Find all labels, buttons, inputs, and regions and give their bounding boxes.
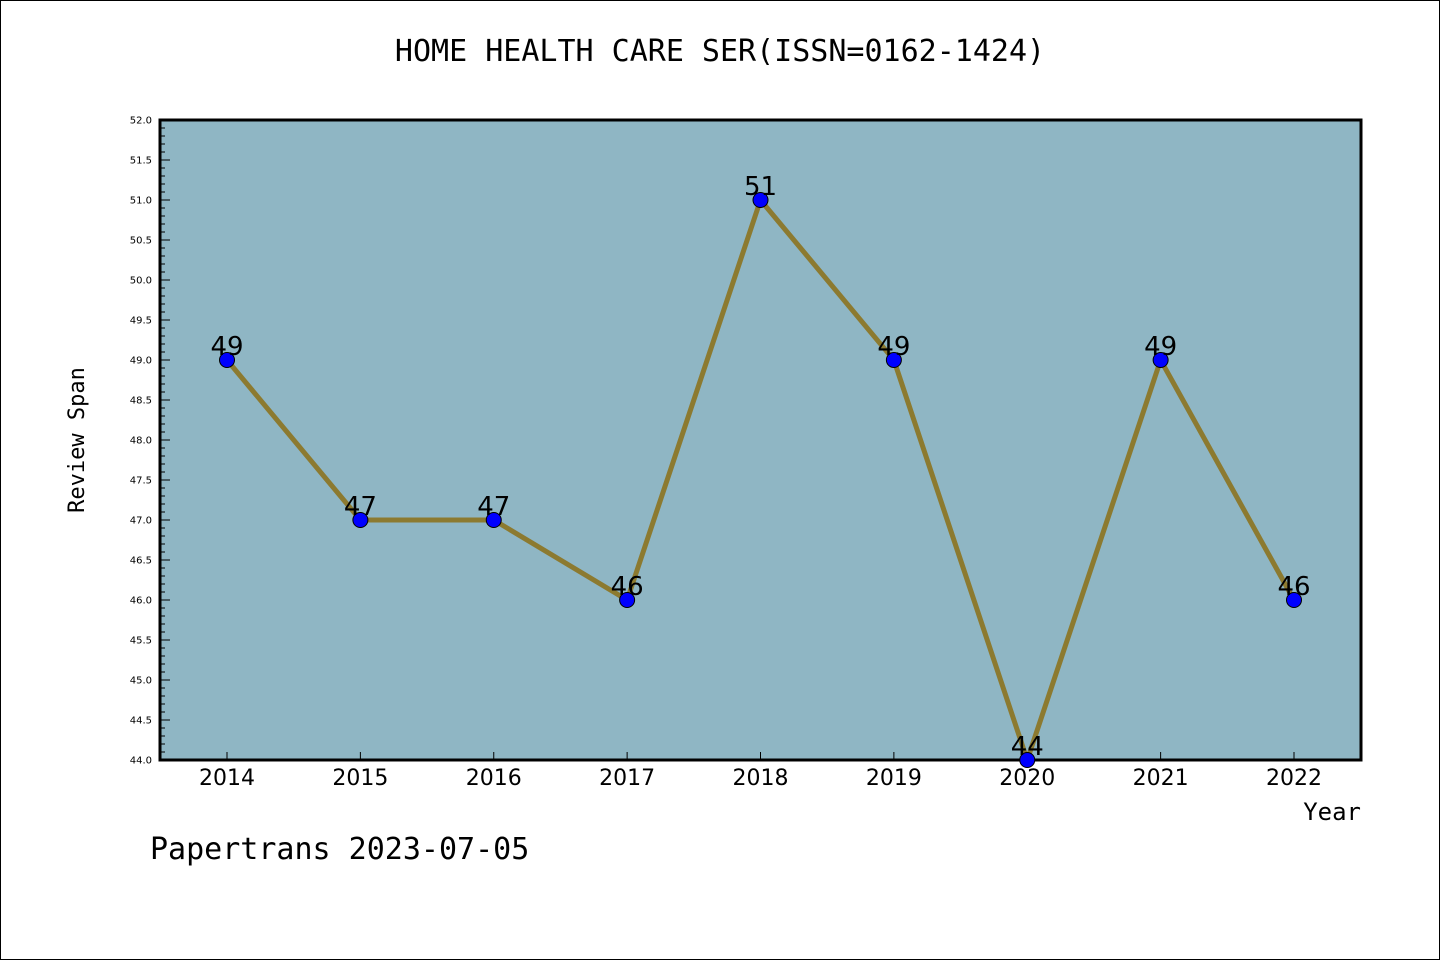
y-tick-label: 47.0 — [130, 516, 152, 527]
data-point — [1019, 752, 1036, 768]
data-label: 46 — [611, 572, 644, 602]
y-tick-label: 48.5 — [130, 396, 152, 407]
x-axis-label: Year — [1303, 798, 1361, 826]
y-tick-label: 47.5 — [130, 476, 152, 487]
y-tick-label: 45.5 — [130, 636, 152, 647]
data-label: 49 — [877, 332, 910, 362]
data-point — [1152, 352, 1169, 368]
data-label: 44 — [1011, 732, 1044, 762]
data-point — [219, 352, 235, 368]
footer-credit: Papertrans 2023-07-05 — [150, 832, 530, 867]
data-point — [752, 192, 769, 208]
x-tick-label: 2017 — [599, 766, 655, 791]
plot-area — [158, 118, 1363, 762]
data-markers — [219, 192, 1302, 768]
data-label: 47 — [344, 492, 377, 522]
data-label: 47 — [477, 492, 510, 522]
y-tick-label: 49.5 — [130, 316, 152, 327]
y-tick-label: 44.5 — [130, 716, 152, 727]
y-tick-label: 50.0 — [130, 276, 152, 287]
data-label: 49 — [1144, 332, 1177, 362]
y-axis-label: Review Span — [65, 367, 90, 513]
chart-title: HOME HEALTH CARE SER(ISSN=0162-1424) — [394, 34, 1046, 69]
y-tick-label: 52.0 — [130, 116, 152, 127]
x-tick-label: 2018 — [733, 766, 789, 791]
x-tick-label: 2021 — [1133, 766, 1189, 791]
x-tick-label: 2014 — [199, 766, 255, 791]
data-point — [885, 352, 902, 368]
data-point — [619, 592, 636, 608]
x-tick-label: 2016 — [466, 766, 522, 791]
y-tick-label: 44.0 — [130, 756, 152, 767]
y-tick-label: 49.0 — [130, 356, 152, 367]
y-tick-label: 51.5 — [130, 156, 152, 167]
y-tick-label: 51.0 — [130, 196, 152, 207]
data-label: 46 — [1277, 572, 1310, 602]
x-tick-label: 2022 — [1266, 766, 1322, 791]
x-tick-label: 2020 — [999, 766, 1055, 791]
x-tick-label: 2015 — [332, 766, 388, 791]
x-tick-label: 2019 — [866, 766, 922, 791]
y-tick-label: 46.5 — [130, 556, 152, 567]
data-point — [352, 512, 369, 528]
data-point — [1286, 592, 1302, 608]
x-axis: 2014 2015 2016 2017 2018 2019 2020 2021 2022 — [199, 752, 1322, 791]
data-label: 49 — [210, 332, 243, 362]
y-tick-label: 46.0 — [130, 596, 152, 607]
y-axis: 44.0 44.5 45.0 45.5 46.0 46.5 47.0 47.5 48.0 48.5… — [130, 116, 170, 767]
y-tick-label: 50.5 — [130, 236, 152, 247]
data-labels: 49 47 47 46 51 49 44 49 46 — [210, 172, 1310, 762]
data-label: 51 — [744, 172, 777, 202]
y-tick-label: 48.0 — [130, 436, 152, 447]
data-point — [485, 512, 502, 528]
y-tick-label: 45.0 — [130, 676, 152, 687]
